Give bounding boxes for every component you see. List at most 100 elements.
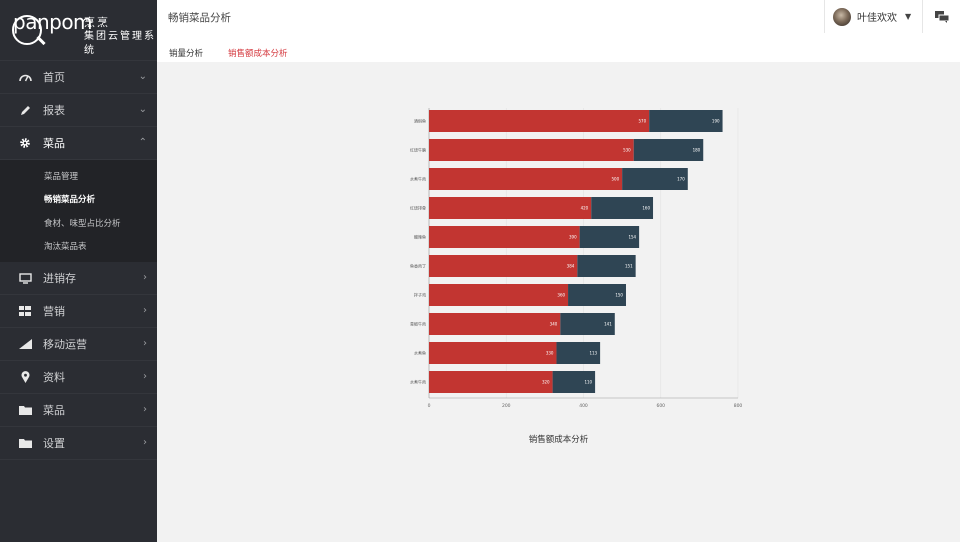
submenu-item-dish-management[interactable]: 菜品管理 [44,171,79,182]
bar-cost [556,342,601,364]
sales-cost-chart: 0 200 400 600 800 酒焖鱼 570 190 红烧牛腩 530 180 水煮牛肉 500 1… [410,108,743,409]
data-label-sales: 420 [581,206,589,211]
bar-cost [649,110,723,132]
chevron-right-icon: › [143,305,147,316]
y-tick-label: 酒焖鱼 [414,118,426,124]
data-label-cost: 151 [625,264,633,269]
data-label-cost: 190 [712,119,720,124]
page-title: 畅销菜品分析 [168,12,231,24]
logo-mark [12,13,62,47]
bar-sales [429,371,553,393]
x-tick-label: 400 [579,403,588,409]
sidebar-item-inventory[interactable]: 进销存 › [0,262,157,295]
folder-icon [18,436,32,450]
sidebar-item-label: 菜品 [43,137,65,150]
sidebar-item-home[interactable]: 首页 ⌄ [0,61,157,94]
folder-icon [18,403,32,417]
sidebar-item-label: 资料 [43,371,65,384]
chart-title: 销售额成本分析 [528,435,589,445]
chevron-down-icon: ⌄ [138,104,147,115]
y-tick-label: 红烧牛腩 [410,147,426,153]
y-tick-label: 鱼香肉丁 [410,263,426,269]
submenu-item-bestseller-analysis[interactable]: 畅销菜品分析 [44,195,96,206]
sidebar-item-settings[interactable]: 设置 › [0,427,157,460]
tab-sales-volume[interactable]: 销量分析 [169,49,204,59]
location-pin-icon [18,370,32,384]
brand-name-cn: 烹烹 [84,16,110,29]
main-content: 0 200 400 600 800 酒焖鱼 570 190 红烧牛腩 530 180 水煮牛肉 500 1… [157,62,960,542]
data-label-cost: 160 [642,206,650,211]
bar-sales [429,110,650,132]
sidebar-item-reports[interactable]: 报表 ⌄ [0,94,157,127]
y-tick-label: 青椒牛肉 [410,321,426,327]
x-tick-label: 800 [734,403,743,409]
grid-icon [18,304,32,318]
data-label-sales: 384 [567,264,575,269]
sidebar: panpom 烹烹 集团云管理系统 首页 ⌄ 报表 ⌄ 菜品 ⌃ [0,0,157,542]
bar-sales [429,313,561,335]
chevron-right-icon: › [143,404,147,415]
sidebar-item-label: 菜品 [43,404,65,417]
bar-sales [429,197,592,219]
bar-sales [429,284,569,306]
sidebar-item-label: 首页 [43,71,65,84]
brand-name: panpom [13,10,93,34]
gear-icon [18,136,32,150]
pencil-icon [18,103,32,117]
sidebar-item-dish-library[interactable]: 菜品 › [0,394,157,427]
bar-cost [577,255,636,277]
sidebar-item-label: 进销存 [43,272,76,285]
y-tick-label: 水煮牛肉 [410,379,426,385]
submenu-item-ingredient-ratio[interactable]: 食材、味型占比分析 [44,218,121,229]
data-label-sales: 390 [569,235,577,240]
data-label-cost: 170 [677,177,685,182]
bar-cost [591,197,654,219]
monitor-icon [18,271,32,285]
messages-button[interactable] [922,0,960,33]
dishes-submenu: 菜品管理 畅销菜品分析 食材、味型占比分析 淘汰菜品表 [0,160,157,262]
bar-cost [560,313,615,335]
data-label-cost: 180 [693,148,701,153]
chevron-right-icon: › [143,437,147,448]
y-tick-label: 拌子鸡 [414,292,426,298]
data-label-sales: 320 [542,380,550,385]
sidebar-item-dishes[interactable]: 菜品 ⌃ [0,127,157,160]
sidebar-item-label: 报表 [43,104,65,117]
brand-subtitle: 集团云管理系统 [84,31,156,56]
caret-down-icon: ▼ [905,12,912,21]
user-menu[interactable]: 叶佳欢欢 ▼ [824,0,923,33]
chevron-right-icon: › [143,338,147,349]
sidebar-item-marketing[interactable]: 营销 › [0,295,157,328]
user-name: 叶佳欢欢 [857,13,897,24]
x-tick-label: 200 [502,403,511,409]
chevron-down-icon: ⌄ [138,71,147,82]
data-label-sales: 340 [550,322,558,327]
bar-sales [429,255,578,277]
sidebar-menu: 首页 ⌄ 报表 ⌄ 菜品 ⌃ 菜品管理 畅销菜品分析 食材、味型占比分析 淘汰菜… [0,61,157,460]
sidebar-item-resources[interactable]: 资料 › [0,361,157,394]
avatar [833,7,851,26]
data-label-cost: 113 [589,351,597,356]
sidebar-item-label: 设置 [43,437,65,450]
dashboard-icon [18,70,32,84]
chevron-right-icon: › [143,371,147,382]
data-label-sales: 360 [557,293,565,298]
y-tick-label: 水煮牛肉 [410,176,426,182]
top-header: 畅销菜品分析 叶佳欢欢 ▼ [157,0,960,34]
bar-cost [579,226,640,248]
chevron-up-icon: ⌃ [138,137,147,148]
data-label-sales: 500 [611,177,619,182]
bar-sales [429,342,557,364]
submenu-item-eliminated-dishes[interactable]: 淘汰菜品表 [44,242,87,253]
data-label-sales: 570 [639,119,647,124]
brand-text-block: 烹烹 集团云管理系统 [84,16,157,58]
y-tick-label: 水煮鱼 [414,350,426,356]
bar-cost [552,371,596,393]
x-tick-label: 600 [656,403,665,409]
brand-logo[interactable]: panpom 烹烹 集团云管理系统 [0,0,157,61]
chat-bubbles-icon [934,10,949,23]
data-label-sales: 330 [546,351,554,356]
sidebar-item-mobile-ops[interactable]: 移动运营 › [0,328,157,361]
data-label-sales: 530 [623,148,631,153]
data-label-cost: 110 [584,380,592,385]
